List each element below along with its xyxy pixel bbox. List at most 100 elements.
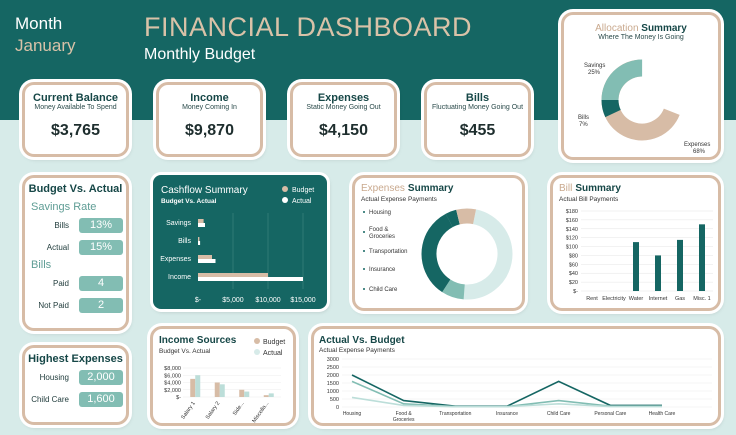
metric-label: Actual — [46, 242, 69, 252]
kpi-card-current-balance: Current Balance Money Available To Spend… — [22, 82, 129, 157]
legend-label: Food & — [369, 227, 388, 233]
x-tick-label: Housing — [343, 411, 362, 417]
series-line — [351, 396, 662, 408]
metric-label: Not Paid — [38, 300, 69, 310]
y-tick-label: $80 — [569, 253, 578, 259]
x-tick-label: Personal Care — [594, 411, 626, 417]
y-tick-label: 1000 — [327, 389, 339, 395]
legend-label: Insurance — [369, 267, 396, 273]
x-tick-label: Groceries — [393, 417, 415, 423]
y-tick-label: $6,000 — [164, 373, 181, 379]
bar-budget — [198, 273, 268, 277]
legend-dot — [363, 268, 365, 270]
bar-budget — [214, 382, 220, 397]
x-tick-label: $- — [195, 297, 202, 304]
y-tick-label: 3000 — [327, 357, 339, 363]
actual-vs-budget-card: Actual Vs. Budget Actual Expense Payments… — [311, 326, 721, 426]
y-tick-label: $180 — [566, 209, 578, 215]
expenses-summary-subtitle: Actual Expense Payments — [361, 196, 438, 203]
bar — [699, 224, 705, 291]
bar-budget — [198, 237, 200, 241]
x-tick-label: Water — [629, 296, 644, 302]
income-sources-subtitle: Budget Vs. Actual — [159, 348, 211, 355]
slice — [421, 208, 513, 300]
bill-summary-card: Bill Summary Actual Bill Payments $180 $160 $… — [550, 175, 721, 311]
legend-swatch — [282, 197, 288, 203]
expenses-summary-card: Expenses Summary Actual Expense Payments Ho… — [352, 175, 525, 311]
legend-swatch — [254, 349, 260, 355]
legend-dot — [363, 231, 365, 233]
legend-dot — [363, 288, 365, 290]
metric-row: Bills 13% — [25, 217, 126, 233]
bar-actual — [268, 393, 274, 397]
y-tick-label: $- — [176, 395, 181, 401]
legend-label: Groceries — [369, 234, 395, 240]
x-tick-label: Electricity — [602, 296, 626, 302]
metric-label: Child Care — [31, 394, 69, 404]
bar-budget — [198, 255, 212, 259]
metric-value: 13% — [79, 217, 123, 233]
label-bills-pct: 7% — [579, 122, 588, 128]
x-tick-label: $15,000 — [290, 297, 315, 304]
kpi-value: $455 — [459, 122, 496, 139]
y-tick-label: $40 — [569, 271, 578, 277]
slice — [421, 208, 513, 300]
kpi-subtitle: Static Money Going Out — [306, 104, 381, 111]
income-sources-title: Income Sources — [159, 335, 237, 346]
bar-budget — [239, 389, 245, 397]
y-tick-label: $4,000 — [164, 381, 181, 387]
allocation-summary-card: Allocation Summary Where The Money Is Go… — [561, 12, 721, 160]
kpi-title: Bills — [465, 92, 490, 104]
kpi-title: Income — [190, 92, 229, 104]
bar — [633, 242, 639, 291]
metric-label: Bills — [54, 220, 69, 230]
bar-actual — [198, 223, 205, 227]
page-subtitle: Monthly Budget — [144, 46, 256, 63]
expenses-donut-chart: Expenses Summary Actual Expense Payments Ho… — [361, 183, 513, 300]
y-tick-label: 2500 — [327, 365, 339, 371]
x-tick-label: Insurance — [496, 411, 518, 417]
y-tick-label: $8,000 — [164, 366, 181, 372]
y-tick-label: 1500 — [327, 381, 339, 387]
bill-bar-chart: Bill Summary Actual Bill Payments $180 $160 $… — [559, 183, 713, 302]
kpi-card-income: Income Money Coming In $9,870 — [156, 82, 263, 157]
x-tick-label: Miscella... — [251, 400, 270, 423]
actual-vs-budget-subtitle: Actual Expense Payments — [319, 347, 396, 354]
bill-summary-title: Bill Summary — [559, 183, 621, 194]
y-tick-label: $2,000 — [164, 388, 181, 394]
actual-vs-budget-title: Actual Vs. Budget — [319, 335, 405, 346]
month-value[interactable]: January — [15, 36, 76, 55]
label-expenses: Expenses — [684, 142, 710, 148]
x-tick-label: Transportation — [439, 411, 471, 417]
x-tick-label: Child Care — [547, 411, 571, 417]
x-tick-label: Side... — [232, 400, 246, 417]
slice — [421, 208, 513, 300]
bar-budget — [263, 395, 269, 397]
category-label: Savings — [166, 220, 191, 227]
budget-vs-actual-title: Budget Vs. Actual — [28, 183, 123, 195]
metric-row: Housing 2,000 — [25, 369, 126, 385]
allocation-title: Allocation Summary — [595, 23, 687, 34]
bill-summary-subtitle: Actual Bill Payments — [559, 196, 619, 203]
y-tick-label: 2000 — [327, 373, 339, 379]
y-tick-label: $160 — [566, 218, 578, 224]
slice — [421, 208, 513, 300]
x-tick-label: $5,000 — [222, 297, 244, 304]
bar-actual — [198, 241, 201, 245]
legend-dot — [363, 250, 365, 252]
y-tick-label: $120 — [566, 236, 578, 242]
x-tick-label: Food & — [396, 411, 413, 417]
month-label: Month — [15, 14, 63, 33]
legend-label: Budget — [292, 187, 314, 194]
x-tick-label: Health Care — [649, 411, 676, 417]
y-tick-label: $- — [573, 289, 578, 295]
legend-swatch — [254, 338, 260, 344]
bar-actual — [219, 384, 225, 397]
cashflow-title: Cashflow Summary — [161, 185, 248, 196]
kpi-card-expenses: Expenses Static Money Going Out $4,150 — [290, 82, 397, 157]
metric-row: Not Paid 2 — [25, 297, 126, 313]
y-tick-label: $60 — [569, 262, 578, 268]
budget-vs-actual-card: Budget Vs. Actual Savings Rate Bills 13%… — [22, 175, 129, 331]
category-label: Expenses — [160, 256, 191, 263]
label-bills: Bills — [578, 115, 589, 121]
